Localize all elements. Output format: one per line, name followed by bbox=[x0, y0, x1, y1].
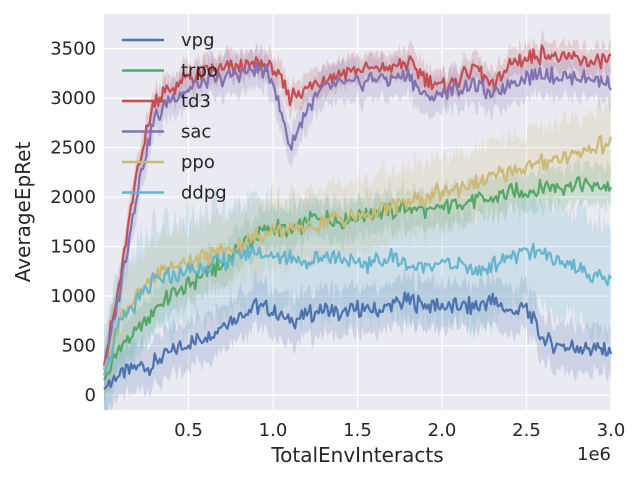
y-tick-label: 1000 bbox=[50, 286, 96, 307]
series-line-trpo bbox=[103, 176, 612, 381]
legend-label-sac: sac bbox=[181, 122, 211, 143]
y-tick-label: 500 bbox=[62, 336, 96, 357]
band-sac bbox=[104, 39, 611, 387]
y-tick-label: 2500 bbox=[50, 138, 96, 159]
series-line-ddpg bbox=[102, 242, 612, 376]
y-axis-label: AverageEpRet bbox=[11, 142, 35, 283]
series-line-sac bbox=[102, 62, 612, 371]
legend-label-ppo: ppo bbox=[181, 152, 215, 173]
x-tick-label: 3.0 bbox=[597, 420, 626, 441]
legend-label-td3: td3 bbox=[181, 91, 211, 112]
series-line-vpg bbox=[103, 291, 613, 390]
x-tick-label: 0.5 bbox=[174, 420, 203, 441]
y-tick-label: 3000 bbox=[50, 88, 96, 109]
band-trpo bbox=[104, 153, 611, 402]
x-tick-label: 1.0 bbox=[259, 420, 288, 441]
y-tick-label: 2000 bbox=[50, 187, 96, 208]
series-lines bbox=[102, 44, 613, 390]
band-ddpg bbox=[104, 182, 611, 410]
band-ppo bbox=[104, 99, 611, 404]
y-axis-ticks: 0 500 1000 1500 2000 2500 3000 3500 bbox=[50, 39, 96, 406]
legend: vpg trpo td3 sac ppo ddpg bbox=[122, 30, 227, 204]
x-tick-label: 2.0 bbox=[428, 420, 457, 441]
band-td3 bbox=[104, 29, 611, 377]
x-tick-label: 1.5 bbox=[343, 420, 372, 441]
x-axis-ticks: 0.5 1.0 1.5 2.0 2.5 3.0 bbox=[174, 420, 625, 441]
legend-label-trpo: trpo bbox=[181, 61, 218, 82]
legend-label-vpg: vpg bbox=[181, 30, 215, 51]
x-tick-label: 2.5 bbox=[512, 420, 541, 441]
legend-label-ddpg: ddpg bbox=[181, 183, 227, 204]
y-tick-label: 3500 bbox=[50, 39, 96, 60]
series-line-td3 bbox=[102, 44, 611, 366]
y-tick-label: 0 bbox=[85, 385, 96, 406]
x-axis-label: TotalEnvInteracts bbox=[270, 443, 443, 467]
y-tick-label: 1500 bbox=[50, 237, 96, 258]
x-axis-multiplier: 1e6 bbox=[577, 444, 611, 465]
